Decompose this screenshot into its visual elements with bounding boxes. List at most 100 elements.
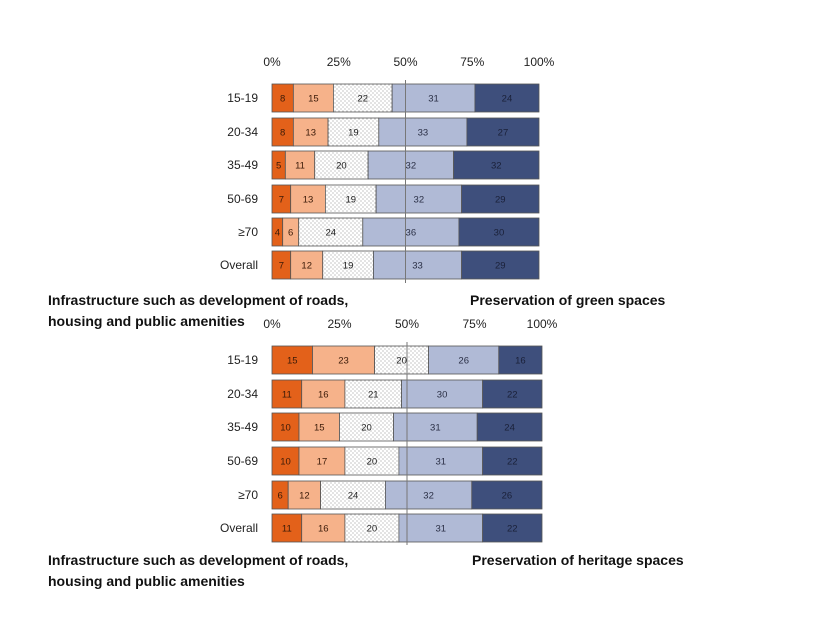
chart1-data-label: 32 xyxy=(491,161,502,172)
chart2-data-label: 6 xyxy=(277,491,282,502)
chart2-category-label: 35-49 xyxy=(227,420,258,434)
chart1-left-label-line1: Infrastructure such as development of ro… xyxy=(48,292,349,308)
chart1-data-label: 15 xyxy=(308,94,319,105)
chart2-data-label: 20 xyxy=(396,356,407,367)
chart2-data-label: 17 xyxy=(317,457,328,468)
chart2-right-label: Preservation of heritage spaces xyxy=(472,552,684,568)
chart2-data-label: 24 xyxy=(504,423,515,434)
chart2-data-label: 31 xyxy=(430,423,441,434)
chart2-data-label: 21 xyxy=(368,390,379,401)
chart2-bar-segment-preservation-weak xyxy=(428,345,500,375)
chart2-data-label: 22 xyxy=(507,524,518,535)
chart2-bar-segment-preservation-strong xyxy=(482,513,543,543)
chart1-bar-segment-preservation-strong xyxy=(461,250,540,280)
chart2-data-label: 22 xyxy=(507,390,518,401)
chart1-data-label: 7 xyxy=(279,195,284,206)
chart2-bar-segment-infra-strong xyxy=(271,446,300,476)
chart1-bar-segment-neutral xyxy=(322,250,374,280)
chart1-bar-segment-neutral xyxy=(327,117,380,147)
chart2-tick-label: 50% xyxy=(395,317,419,331)
chart2-bar-segment-infra-weak xyxy=(301,513,346,543)
chart1-data-label: 32 xyxy=(414,195,425,206)
chart1-data-label: 8 xyxy=(280,94,285,105)
chart2-bar-segment-infra-weak xyxy=(298,446,346,476)
chart2-bar-segment-preservation-weak xyxy=(398,513,483,543)
chart2-bar-segment-neutral xyxy=(374,345,430,375)
chart1-data-label: 19 xyxy=(345,195,356,206)
chart1-data-label: 31 xyxy=(428,94,439,105)
chart2-tick-label: 25% xyxy=(327,317,351,331)
chart1-data-label: 27 xyxy=(498,128,509,139)
chart1-category-label: 35-49 xyxy=(227,158,258,172)
chart1-bar-segment-preservation-weak xyxy=(367,150,454,180)
chart2-data-label: 30 xyxy=(437,390,448,401)
chart2-data-label: 24 xyxy=(348,491,359,502)
chart1-bar-segment-preservation-weak xyxy=(375,184,462,214)
chart-1: 0% 25% 50% 75% 100% 15-19 8 15 22 31 24 20-34 8 13 19 3… xyxy=(220,55,555,283)
chart1-data-label: 5 xyxy=(276,161,281,172)
chart2-data-label: 20 xyxy=(367,524,378,535)
chart1-tick-label: 75% xyxy=(460,55,484,69)
chart1-category-label: ≥70 xyxy=(238,225,258,239)
chart2-data-label: 26 xyxy=(458,356,469,367)
chart1-data-label: 13 xyxy=(305,128,316,139)
chart2-left-label-line2: housing and public amenities xyxy=(48,573,245,589)
chart2-bar-segment-neutral xyxy=(344,379,402,409)
chart1-data-label: 12 xyxy=(301,261,312,272)
chart2-bar-segment-preservation-weak xyxy=(401,379,484,409)
chart1-data-label: 36 xyxy=(406,228,417,239)
chart1-data-label: 13 xyxy=(303,195,314,206)
chart2-category-label: 50-69 xyxy=(227,454,258,468)
chart2-bar-segment-preservation-strong xyxy=(471,480,543,510)
chart2-bar-segment-preservation-strong xyxy=(476,412,543,442)
chart2-category-label: Overall xyxy=(220,521,258,535)
chart1-bar-segment-infra-weak xyxy=(292,117,329,147)
chart1-bar-segment-preservation-strong xyxy=(458,217,540,247)
chart2-bar-segment-neutral xyxy=(339,412,394,442)
chart1-data-label: 4 xyxy=(275,228,280,239)
chart-2: 0% 25% 50% 75% 100% 15-19 15 23 20 26 16 20-34 11 16 2… xyxy=(220,317,558,545)
chart1-bar-segment-infra-weak xyxy=(292,83,334,113)
chart2-data-label: 10 xyxy=(280,457,291,468)
chart2-bar-segment-infra-strong xyxy=(271,379,303,409)
chart1-data-label: 33 xyxy=(418,128,429,139)
chart2-tick-label: 0% xyxy=(263,317,281,331)
chart2-data-label: 15 xyxy=(314,423,325,434)
chart1-left-label: Infrastructure such as development of ro… xyxy=(48,290,348,332)
chart1-category-label: Overall xyxy=(220,258,258,272)
chart1-bar-segment-infra-weak xyxy=(290,184,326,214)
chart2-data-label: 16 xyxy=(318,390,329,401)
chart2-data-label: 23 xyxy=(338,356,349,367)
chart2-category-label: 20-34 xyxy=(227,387,258,401)
chart2-tick-label: 100% xyxy=(527,317,558,331)
chart1-category-label: 50-69 xyxy=(227,192,258,206)
chart1-category-label: 15-19 xyxy=(227,91,258,105)
chart2-data-label: 16 xyxy=(515,356,526,367)
chart1-bar-segment-neutral xyxy=(324,184,377,214)
chart2-data-label: 22 xyxy=(507,457,518,468)
chart1-data-label: 30 xyxy=(494,228,505,239)
chart2-category-label: ≥70 xyxy=(238,488,258,502)
chart2-data-label: 31 xyxy=(435,457,446,468)
chart2-bar-segment-neutral xyxy=(320,480,386,510)
chart1-data-label: 11 xyxy=(295,161,305,172)
chart1-right-label: Preservation of green spaces xyxy=(470,292,666,308)
chart2-bar-segment-infra-weak xyxy=(301,379,346,409)
chart2-data-label: 16 xyxy=(318,524,329,535)
chart2-tick-label: 75% xyxy=(462,317,486,331)
chart2-data-label: 31 xyxy=(435,524,446,535)
chart1-data-label: 29 xyxy=(495,261,506,272)
chart2-data-label: 12 xyxy=(299,491,310,502)
chart2-data-label: 11 xyxy=(282,524,292,535)
chart1-category-label: 20-34 xyxy=(227,125,258,139)
chart2-data-label: 15 xyxy=(287,356,298,367)
chart2-data-label: 26 xyxy=(502,491,513,502)
chart2-left-label: Infrastructure such as development of ro… xyxy=(48,550,348,592)
chart1-data-label: 19 xyxy=(343,261,354,272)
chart1-data-label: 22 xyxy=(357,94,368,105)
chart1-data-label: 29 xyxy=(495,195,506,206)
chart2-bar-segment-infra-weak xyxy=(312,345,375,375)
chart1-tick-label: 25% xyxy=(327,55,351,69)
chart1-bar-segment-preservation-strong xyxy=(474,83,540,113)
